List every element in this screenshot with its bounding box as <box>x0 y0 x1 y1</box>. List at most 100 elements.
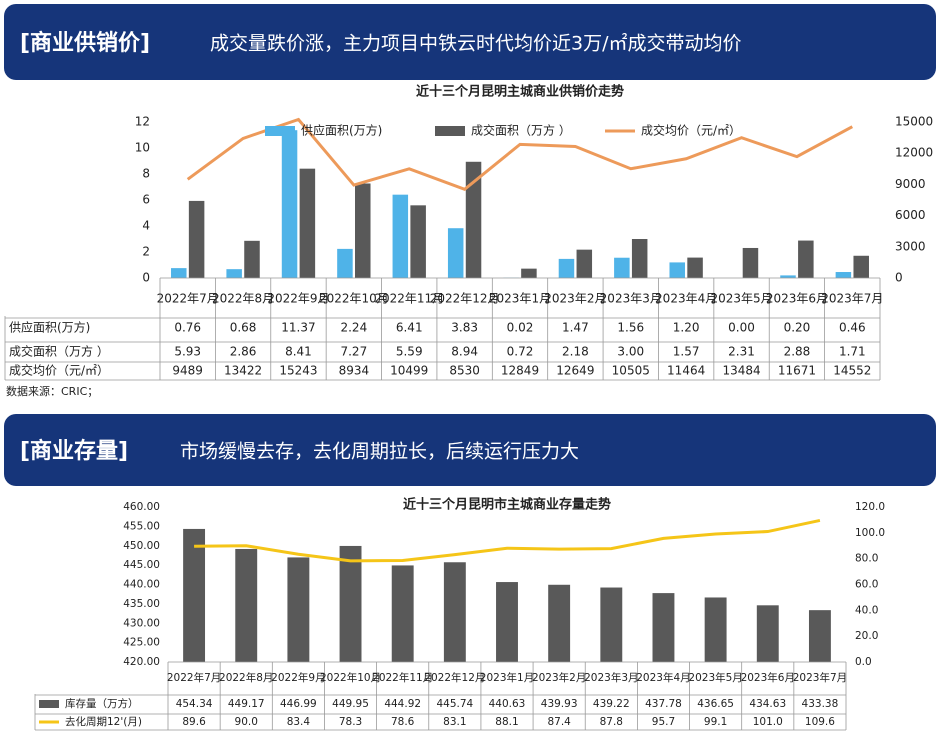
y2-tick-label: 9000 <box>895 177 926 191</box>
table-value: 1.56 <box>617 321 644 335</box>
series-name: 成交面积（万方 ） <box>9 344 109 359</box>
legend-label: 成交均价（元/㎡） <box>641 123 741 138</box>
y-tick-label: 0 <box>142 271 150 285</box>
table-value: 0.46 <box>839 321 866 335</box>
table-value: 87.8 <box>600 716 623 728</box>
bar <box>687 257 703 278</box>
table-value: 89.6 <box>182 716 206 728</box>
table-value: 11.37 <box>281 321 315 335</box>
bar <box>835 272 852 278</box>
bar <box>443 562 466 662</box>
table-value: 11464 <box>667 364 705 378</box>
x-tick-label: 2023年3月 <box>600 292 662 306</box>
table-value: 454.34 <box>176 698 213 710</box>
y2-tick-label: 20.0 <box>855 630 878 642</box>
table-value: 445.74 <box>436 698 473 710</box>
table-value: 12649 <box>556 364 594 378</box>
y2-tick-label: 0 <box>895 271 903 285</box>
table-value: 449.95 <box>332 698 369 710</box>
y-tick-label: 8 <box>142 167 150 181</box>
bar <box>548 584 571 662</box>
bar <box>188 200 205 278</box>
table-value: 13484 <box>722 364 760 378</box>
bar <box>669 262 685 278</box>
x-tick-label: 2023年1月 <box>489 292 551 306</box>
table-value: 13422 <box>224 364 262 378</box>
table-value: 440.63 <box>489 698 526 710</box>
table-value: 439.93 <box>541 698 578 710</box>
table-value: 78.6 <box>391 716 415 728</box>
legend-label: 供应面积(万方) <box>301 123 382 138</box>
bar <box>756 605 779 662</box>
table-value: 15243 <box>279 364 317 378</box>
series-name: 去化周期12'(月) <box>65 715 142 728</box>
table-value: 1.20 <box>673 321 700 335</box>
bar <box>171 268 187 278</box>
table-value: 83.4 <box>287 716 311 728</box>
banner <box>4 414 936 486</box>
x-tick-label: 2022年9月 <box>271 671 325 684</box>
x-tick-label: 2023年7月 <box>821 292 883 306</box>
y2-tick-label: 12000 <box>895 146 933 160</box>
table-value: 2.86 <box>230 345 257 359</box>
y2-tick-label: 40.0 <box>855 604 878 616</box>
banner <box>4 4 936 80</box>
table-value: 434.63 <box>749 698 786 710</box>
bar <box>808 610 831 662</box>
bar <box>287 557 310 662</box>
x-tick-label: 2023年4月 <box>655 292 717 306</box>
table-value: 0.02 <box>507 321 534 335</box>
y-tick-label: 12 <box>135 115 150 129</box>
bar <box>465 161 482 278</box>
y2-tick-label: 3000 <box>895 239 926 253</box>
bar <box>521 268 537 278</box>
bar <box>281 130 298 278</box>
table-value: 1.57 <box>673 345 700 359</box>
y-tick-label: 6 <box>142 193 150 207</box>
legend-swatch <box>265 126 295 136</box>
y-tick-label: 430.00 <box>123 617 160 629</box>
banner-headline: 市场缓慢去存，去化周期拉长，后续运行压力大 <box>180 441 579 463</box>
table-value: 0.00 <box>728 321 755 335</box>
series-name: 库存量（万方） <box>65 697 139 710</box>
bar <box>244 240 260 278</box>
table-value: 6.41 <box>396 321 423 335</box>
table-value: 14552 <box>833 364 871 378</box>
legend-swatch <box>39 700 59 708</box>
bar <box>337 248 353 278</box>
y2-tick-label: 120.0 <box>855 501 885 513</box>
bar <box>704 597 727 662</box>
table-value: 3.00 <box>617 345 644 359</box>
table-value: 7.27 <box>340 345 367 359</box>
table-value: 0.68 <box>230 321 257 335</box>
table-value: 12849 <box>501 364 539 378</box>
banner-tag: [商业存量] <box>20 438 128 464</box>
bar <box>410 205 426 278</box>
table-value: 8.94 <box>451 345 478 359</box>
x-tick-label: 2022年12月 <box>430 292 500 306</box>
y-tick-label: 435.00 <box>123 598 160 610</box>
x-tick-label: 2022年10月 <box>320 671 381 684</box>
x-tick-label: 2022年11月 <box>374 292 444 306</box>
x-tick-label: 2022年7月 <box>157 292 219 306</box>
bar <box>447 228 464 278</box>
bar <box>339 545 362 662</box>
table-value: 446.99 <box>280 698 317 710</box>
table-value: 78.3 <box>339 716 362 728</box>
x-tick-label: 2022年8月 <box>212 292 274 306</box>
table-value: 0.20 <box>784 321 811 335</box>
series-name: 成交均价（元/㎡） <box>9 363 109 378</box>
y-tick-label: 10 <box>135 141 150 155</box>
bar <box>780 275 796 278</box>
bar <box>798 240 814 278</box>
table-value: 11671 <box>778 364 816 378</box>
table-value: 449.17 <box>228 698 265 710</box>
bar <box>299 168 316 278</box>
y-tick-label: 420.00 <box>123 656 160 668</box>
x-tick-label: 2023年6月 <box>741 671 795 684</box>
table-value: 1.71 <box>839 345 866 359</box>
bar <box>496 582 518 662</box>
y-tick-label: 4 <box>142 219 150 233</box>
table-value: 2.18 <box>562 345 589 359</box>
bar <box>576 249 593 278</box>
